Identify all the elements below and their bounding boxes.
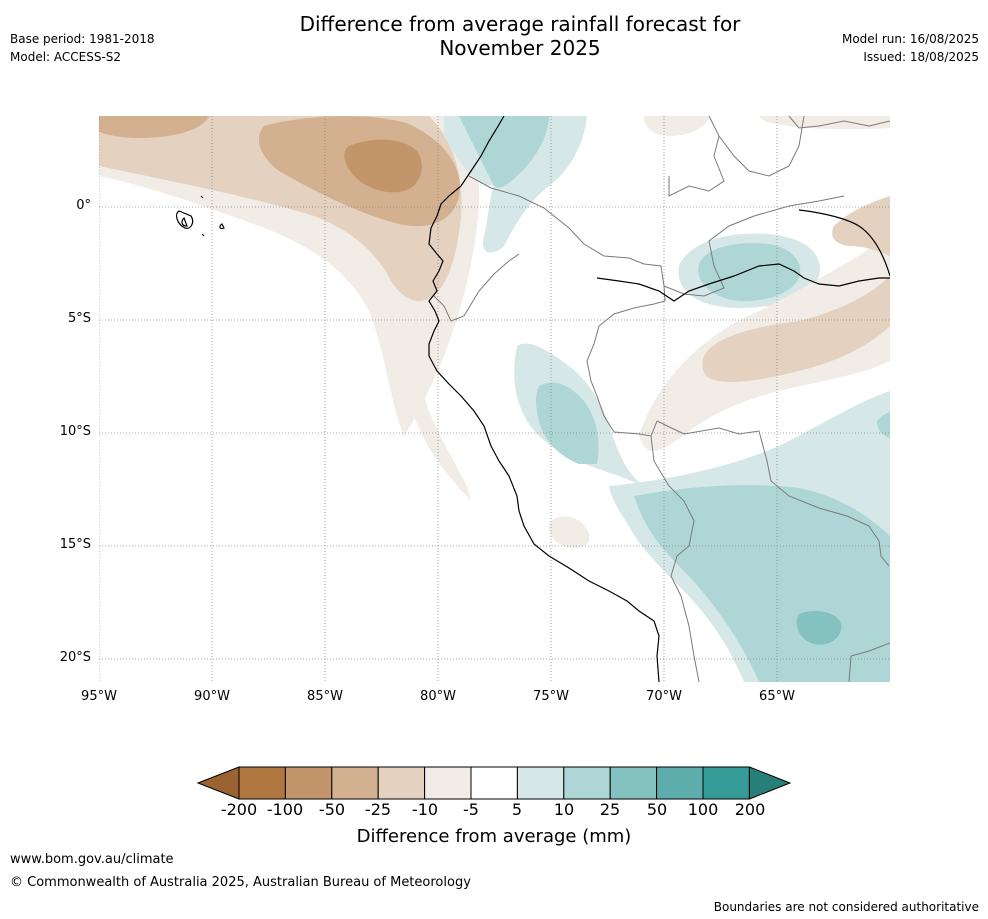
wet-band-10-south-east: [877, 412, 890, 438]
dry-band-5-ne: [644, 116, 709, 136]
page-title: Difference from average rainfall forecas…: [0, 12, 988, 60]
colorbar-tick-label: -200: [220, 800, 258, 819]
colorbar-tick-label: 10: [553, 800, 575, 819]
lat-label-10s: 10°S: [59, 424, 91, 439]
issued-date: Issued: 18/08/2025: [863, 50, 979, 64]
dry-coastal-strip: [399, 351, 471, 501]
lon-label-65w: 65°W: [759, 689, 795, 704]
lon-label-75w: 75°W: [533, 689, 569, 704]
colorbar-swatch-8: [563, 766, 611, 800]
model-name: Model: ACCESS-S2: [10, 50, 122, 64]
copyright-text: © Commonwealth of Australia 2025, Austra…: [10, 875, 471, 890]
lon-label-90w: 90°W: [194, 689, 230, 704]
wet-band-10-peru: [536, 382, 599, 464]
colorbar-tick-label: -5: [463, 800, 479, 819]
colorbar-tick-label: -10: [411, 800, 439, 819]
colorbar-extend-high: [748, 766, 792, 800]
colorbar-tick-label: -100: [266, 800, 304, 819]
colorbar-tick-label: -25: [364, 800, 392, 819]
lon-label-85w: 85°W: [307, 689, 343, 704]
graticule: [99, 116, 890, 682]
base-period: Base period: 1981-2018: [10, 32, 155, 46]
dry-band-10-east-top: [832, 196, 890, 256]
colorbar-title: Difference from average (mm): [356, 826, 632, 847]
colorbar-swatch-9: [609, 766, 658, 800]
dry-band-50-nw: [344, 139, 422, 193]
title-line-1: Difference from average rainfall forecas…: [299, 12, 741, 36]
colorbar-swatch-7: [516, 766, 565, 800]
lat-label-20s: 20°S: [59, 650, 91, 665]
coastline: [175, 116, 890, 682]
lat-label-5s: 5°S: [67, 311, 91, 326]
colorbar-swatch-4: [377, 766, 426, 800]
colorbar-swatch-3: [331, 766, 379, 800]
colorbar-tick-label: 5: [511, 800, 523, 819]
lat-label-15s: 15°S: [59, 537, 91, 552]
lon-label-95w: 95°W: [81, 689, 117, 704]
country-boundaries: [433, 116, 890, 682]
dry-band-10-east: [702, 276, 890, 382]
lon-label-80w: 80°W: [420, 689, 456, 704]
dry-band-25-nw: [99, 116, 209, 138]
disclaimer-text: Boundaries are not considered authoritat…: [713, 900, 979, 914]
colorbar-swatch-1: [238, 766, 286, 800]
lon-label-70w: 70°W: [646, 689, 682, 704]
colorbar: [196, 766, 792, 800]
colorbar-swatch-2: [284, 766, 333, 800]
colorbar-extend-low: [196, 766, 240, 800]
colorbar-tick-label: 50: [646, 800, 668, 819]
colorbar-tick-label: 200: [734, 800, 766, 819]
model-run: Model run: 16/08/2025: [841, 32, 979, 46]
wet-band-10-north: [459, 116, 549, 188]
dry-patch-south: [549, 516, 590, 548]
lat-label-0: 0°: [76, 198, 91, 213]
title-line-2: November 2025: [439, 36, 601, 60]
colorbar-swatch-11: [702, 766, 750, 800]
colorbar-tick-label: -50: [318, 800, 346, 819]
website-link[interactable]: www.bom.gov.au/climate: [10, 852, 174, 867]
colorbar-swatch-5: [424, 766, 472, 800]
colorbar-swatch-6: [470, 766, 518, 800]
colorbar-tick-label: 25: [599, 800, 621, 819]
wet-band-25-south: [796, 611, 842, 645]
colorbar-swatch-10: [656, 766, 704, 800]
colorbar-tick-label: 100: [687, 800, 719, 819]
rainfall-map: [99, 116, 890, 682]
